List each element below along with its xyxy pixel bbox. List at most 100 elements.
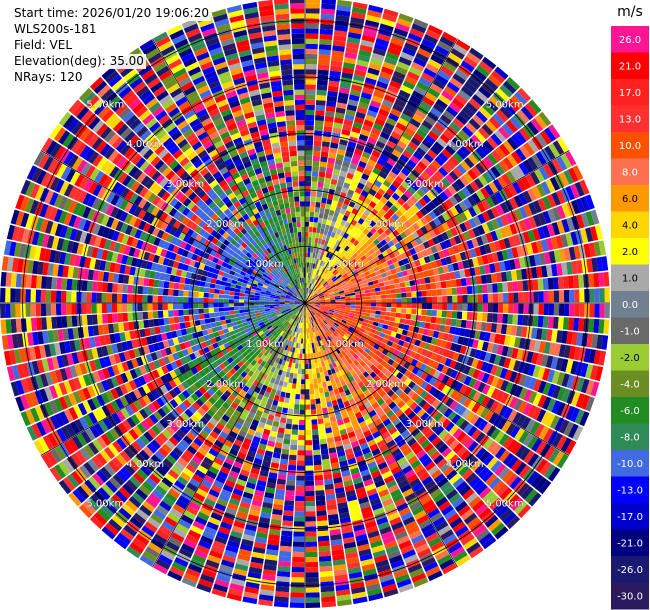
velocity-cell — [576, 260, 583, 274]
velocity-cell — [315, 303, 321, 305]
velocity-cell — [541, 328, 548, 341]
velocity-cell — [362, 279, 368, 284]
velocity-cell — [356, 106, 368, 115]
velocity-cell — [334, 487, 345, 494]
velocity-cell — [315, 490, 325, 496]
velocity-cell — [330, 274, 336, 280]
velocity-cell — [371, 184, 380, 192]
velocity-cell — [518, 192, 528, 206]
velocity-cell — [282, 332, 288, 339]
velocity-cell — [603, 319, 610, 335]
velocity-cell — [132, 537, 147, 550]
velocity-cell — [533, 303, 539, 315]
velocity-cell — [506, 137, 519, 151]
velocity-cell — [153, 563, 169, 575]
velocity-cell — [474, 246, 482, 257]
velocity-cell — [487, 313, 493, 323]
velocity-cell — [440, 317, 447, 325]
velocity-cell — [297, 332, 301, 339]
velocity-cell — [441, 31, 457, 43]
velocity-cell — [247, 450, 256, 458]
velocity-cell — [312, 309, 317, 314]
velocity-cell — [421, 138, 433, 149]
velocity-cell — [301, 307, 304, 313]
velocity-cell — [416, 128, 428, 139]
velocity-cell — [518, 257, 526, 269]
velocity-cell — [318, 54, 331, 61]
velocity-cell — [126, 546, 141, 559]
velocity-cell — [357, 543, 371, 552]
velocity-cell — [203, 474, 215, 484]
velocity-cell — [404, 176, 414, 186]
velocity-cell — [194, 451, 205, 461]
velocity-cell — [345, 551, 359, 559]
velocity-cell — [332, 362, 338, 368]
velocity-cell — [413, 445, 423, 455]
velocity-cell — [442, 533, 457, 545]
velocity-cell — [484, 410, 494, 422]
velocity-cell — [323, 370, 329, 377]
velocity-cell — [487, 74, 502, 88]
velocity-cell — [284, 339, 289, 345]
velocity-cell — [312, 434, 319, 440]
velocity-cell — [337, 148, 346, 156]
velocity-cell — [417, 161, 428, 171]
velocity-cell — [177, 476, 189, 486]
velocity-cell — [305, 602, 321, 608]
velocity-cell — [315, 367, 320, 374]
velocity-cell — [410, 169, 421, 178]
velocity-cell — [129, 542, 144, 555]
velocity-cell — [341, 187, 349, 194]
velocity-cell — [355, 249, 362, 256]
velocity-cell — [409, 118, 421, 128]
velocity-cell — [245, 416, 253, 424]
velocity-cell — [238, 382, 245, 390]
velocity-cell — [508, 303, 514, 314]
velocity-cell — [305, 130, 314, 136]
velocity-cell — [421, 334, 428, 342]
velocity-cell — [277, 571, 291, 578]
velocity-cell — [459, 328, 466, 337]
velocity-cell — [535, 240, 544, 253]
velocity-cell — [330, 65, 342, 72]
velocity-cell — [406, 308, 412, 314]
velocity-cell — [471, 192, 481, 204]
velocity-cell — [407, 424, 417, 434]
velocity-cell — [423, 415, 434, 425]
velocity-cell — [308, 237, 312, 243]
velocity-cell — [313, 242, 318, 249]
velocity-cell — [216, 531, 229, 540]
velocity-cell — [447, 350, 455, 360]
velocity-cell — [488, 242, 497, 253]
velocity-cell — [327, 289, 333, 293]
velocity-cell — [497, 303, 504, 313]
velocity-cell — [324, 308, 330, 311]
velocity-cell — [506, 515, 521, 530]
velocity-cell — [300, 307, 303, 313]
velocity-cell — [344, 309, 351, 313]
velocity-cell — [233, 461, 243, 469]
velocity-cell — [289, 602, 305, 608]
velocity-cell — [291, 429, 298, 435]
velocity-cell — [322, 321, 327, 326]
velocity-cell — [382, 418, 392, 427]
velocity-cell — [386, 208, 395, 217]
velocity-cell — [365, 382, 372, 390]
velocity-cell — [362, 511, 374, 519]
velocity-cell — [325, 300, 331, 302]
velocity-cell — [376, 80, 389, 90]
velocity-cell — [366, 255, 374, 262]
velocity-cell — [271, 425, 279, 433]
velocity-cell — [305, 53, 318, 60]
velocity-cell — [522, 159, 534, 173]
velocity-cell — [290, 367, 295, 374]
velocity-cell — [396, 439, 407, 448]
velocity-cell — [469, 348, 477, 358]
velocity-cell — [566, 217, 575, 232]
velocity-cell — [565, 439, 577, 455]
velocity-cell — [305, 38, 319, 45]
velocity-cell — [339, 512, 350, 519]
velocity-cell — [462, 105, 475, 118]
velocity-cell — [590, 209, 600, 225]
velocity-cell — [395, 175, 404, 185]
